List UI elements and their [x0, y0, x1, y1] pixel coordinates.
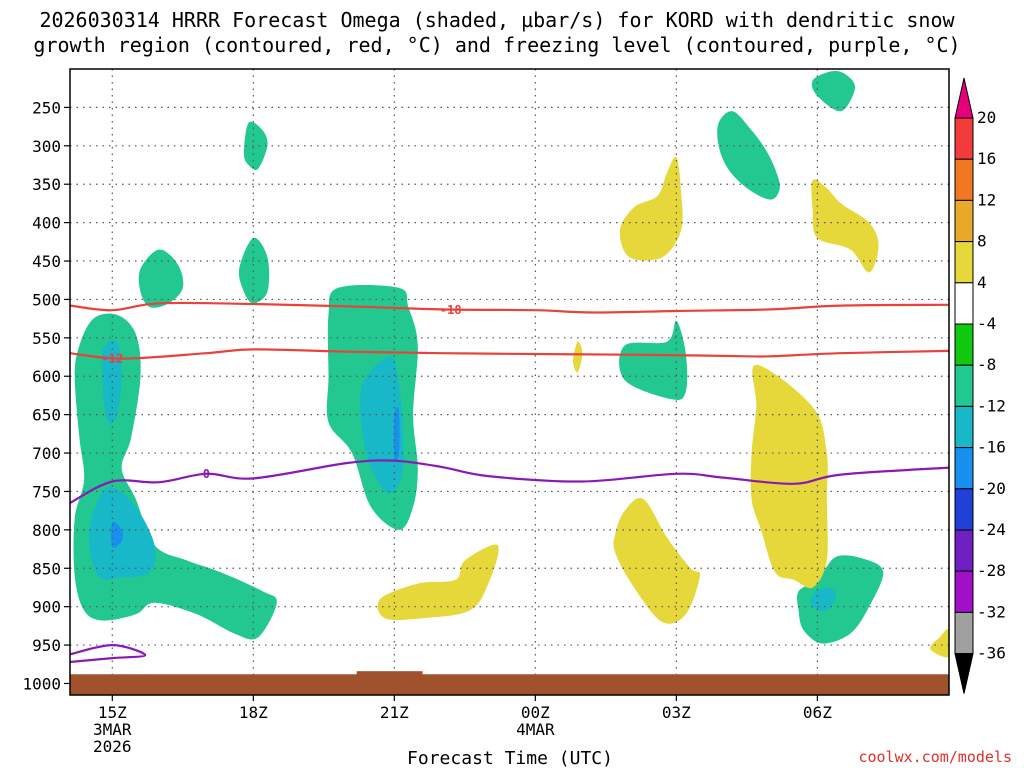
omega-region-20	[573, 341, 583, 373]
omega-region-15	[619, 156, 683, 261]
colorbar-label-13: -36	[977, 644, 1006, 663]
colorbar-band-3	[954, 241, 974, 284]
y-tick-label-700: 700	[32, 444, 61, 463]
colorbar-label-12: -32	[977, 602, 1006, 621]
colorbar-label-6: -8	[977, 355, 996, 374]
y-tick-label-450: 450	[32, 252, 61, 271]
colorbar-band-6	[954, 364, 974, 407]
omega-region-17	[750, 364, 828, 589]
x-tick-label-06Z-0: 06Z	[803, 703, 832, 722]
chart-title-line1: 2026030314 HRRR Forecast Omega (shaded, …	[39, 8, 955, 32]
dgz-minus12-line	[70, 348, 949, 360]
freezing-level-0-line	[70, 459, 949, 504]
omega-region-8	[359, 356, 404, 494]
y-tick-label-850: 850	[32, 559, 61, 578]
colorbar-band-5	[954, 323, 974, 366]
colorbar-label-10: -24	[977, 520, 1006, 539]
chart-title-line2: growth region (contoured, red, °C) and f…	[33, 33, 960, 57]
y-tick-label-550: 550	[32, 329, 61, 348]
colorbar: 20 16 12 8 4 -4 -8 -12 -16 -20 -24 -28 -32 -36	[954, 77, 1006, 694]
omega-region-6	[238, 237, 270, 304]
x-tick-label-18Z-0: 18Z	[239, 703, 268, 722]
terrain-bump	[356, 671, 423, 676]
omega-region-16	[811, 179, 879, 273]
y-tick-label-500: 500	[32, 290, 61, 309]
colorbar-band-10	[954, 529, 974, 572]
dgz-minus18-label: -18	[440, 303, 462, 317]
y-tick-label-250: 250	[32, 98, 61, 117]
colorbar-band-8	[954, 447, 974, 490]
x-tick-label-03Z-0: 03Z	[662, 703, 691, 722]
omega-region-10	[619, 320, 688, 400]
colorbar-band-0	[954, 117, 974, 160]
colorbar-band-12	[954, 611, 974, 655]
y-axis: 250 300 350 400 450 500 550 600 650 700 750 800 850 9…	[22, 98, 70, 693]
omega-region-9	[393, 407, 400, 461]
omega-region-4	[138, 249, 184, 308]
colorbar-top-arrow	[954, 77, 974, 119]
colorbar-bottom-arrow	[954, 653, 974, 694]
y-tick-label-950: 950	[32, 636, 61, 655]
colorbar-label-4: 4	[977, 273, 987, 292]
contour-layer: -18 -12 0	[70, 301, 949, 664]
colorbar-band-1	[954, 158, 974, 201]
watermark: coolwx.com/models	[858, 748, 1012, 766]
colorbar-label-3: 8	[977, 232, 987, 251]
y-tick-label-800: 800	[32, 521, 61, 540]
terrain-layer	[70, 671, 949, 695]
freezing-level-0-label: 0	[203, 467, 210, 481]
colorbar-label-11: -28	[977, 561, 1006, 580]
y-tick-label-400: 400	[32, 214, 61, 233]
omega-region-13	[796, 555, 884, 644]
plot-frame	[69, 68, 950, 696]
omega-region-19	[377, 544, 499, 620]
colorbar-band-4	[954, 282, 974, 325]
colorbar-band-11	[954, 570, 974, 613]
y-tick-label-300: 300	[32, 137, 61, 156]
colorbar-label-2: 12	[977, 190, 996, 209]
y-tick-label-650: 650	[32, 406, 61, 425]
dgz-minus18-line	[70, 301, 949, 314]
colorbar-label-0: 20	[977, 108, 996, 127]
y-tick-label-600: 600	[32, 367, 61, 386]
x-tick-label-21Z-0: 21Z	[380, 703, 409, 722]
omega-fill-layer	[73, 70, 949, 658]
x-tick-label-15Z-2: 2026	[93, 737, 132, 756]
omega-region-3	[111, 521, 123, 548]
y-tick-label-350: 350	[32, 175, 61, 194]
omega-region-21	[930, 628, 949, 658]
x-tick-label-15Z-1: 3MAR	[93, 720, 132, 739]
y-tick-label-750: 750	[32, 482, 61, 501]
omega-region-12	[811, 70, 856, 112]
x-tick-label-00Z-0: 00Z	[521, 703, 550, 722]
colorbar-band-9	[954, 488, 974, 531]
x-axis-label: Forecast Time (UTC)	[407, 748, 613, 768]
y-tick-label-900: 900	[32, 598, 61, 617]
colorbar-label-9: -20	[977, 479, 1006, 498]
near-surface-0-line	[70, 643, 147, 664]
colorbar-label-1: 16	[977, 149, 996, 168]
terrain-band	[70, 674, 949, 695]
colorbar-label-8: -16	[977, 438, 1006, 457]
x-tick-label-15Z-0: 15Z	[98, 703, 127, 722]
colorbar-band-2	[954, 199, 974, 243]
y-tick-label-1000: 1000	[22, 674, 61, 693]
omega-region-5	[243, 121, 268, 171]
dgz-minus12-label: -12	[101, 352, 123, 366]
colorbar-label-5: -4	[977, 314, 996, 333]
omega-region-11	[717, 111, 780, 200]
x-tick-label-00Z-1: 4MAR	[516, 720, 555, 739]
colorbar-label-7: -12	[977, 396, 1006, 415]
omega-region-14	[810, 587, 837, 612]
colorbar-band-7	[954, 405, 974, 449]
omega-region-1	[101, 339, 122, 425]
omega-region-18	[613, 498, 700, 624]
